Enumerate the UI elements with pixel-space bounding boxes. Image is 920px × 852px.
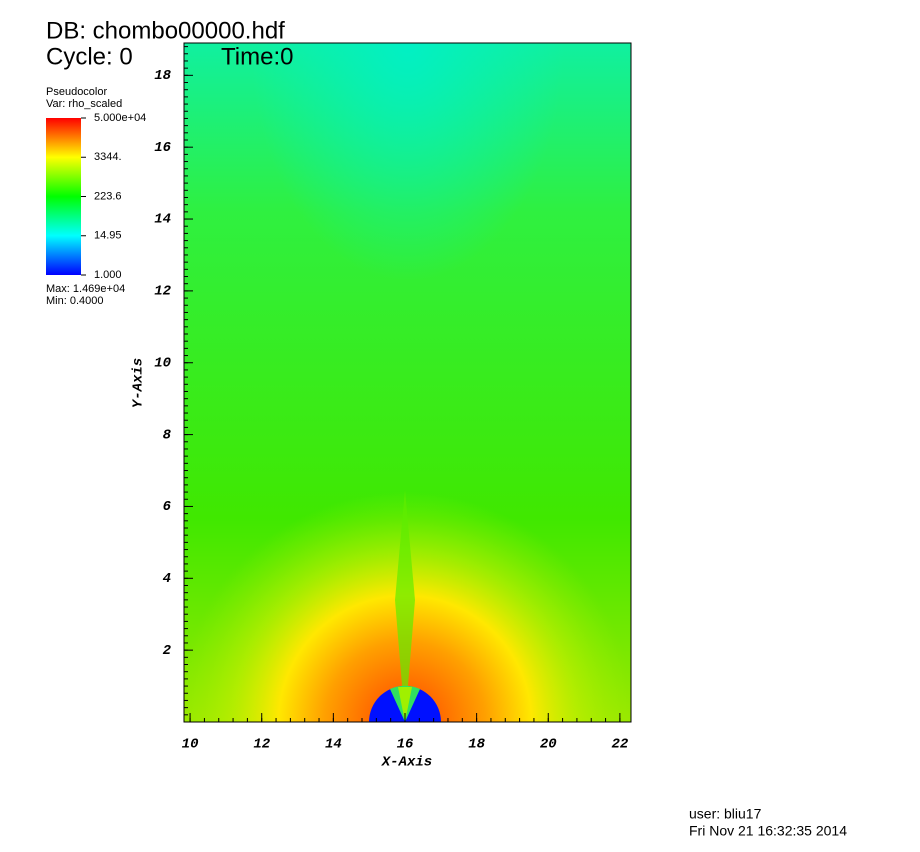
colorbar-tick-label: 14.95	[94, 230, 122, 242]
x-tick-label: 14	[325, 737, 342, 753]
x-tick-label: 20	[540, 737, 557, 753]
colorbar-tick-label: 1.000	[94, 269, 122, 281]
var-label: Var: rho_scaled	[46, 98, 122, 110]
x-tick-label: 12	[253, 737, 270, 753]
y-tick-label: 18	[154, 68, 171, 84]
colorbar-tick-label: 3344.	[94, 151, 122, 163]
max-label: Max: 1.469e+04	[46, 283, 125, 295]
x-tick-label: 22	[611, 737, 628, 753]
x-axis-label: X-Axis	[381, 755, 432, 771]
field	[184, 43, 631, 722]
y-tick-label: 10	[154, 355, 171, 371]
y-tick-label: 6	[163, 499, 172, 515]
date-label: Fri Nov 21 16:32:35 2014	[689, 823, 847, 839]
y-tick-label: 16	[154, 140, 171, 156]
colorbar	[46, 118, 81, 275]
y-axis-label: Y-Axis	[131, 358, 147, 408]
y-tick-label: 14	[154, 212, 171, 228]
cycle-label: Cycle: 0	[46, 43, 133, 70]
plot-frame	[183, 42, 632, 723]
y-tick-label: 8	[163, 427, 172, 443]
min-label: Min: 0.4000	[46, 295, 103, 307]
user-label: user: bliu17	[689, 806, 762, 822]
x-tick-label: 18	[468, 737, 485, 753]
x-tick-label: 10	[182, 737, 199, 753]
time-label: Time:0	[221, 43, 293, 70]
colorbar-tick-label: 223.6	[94, 190, 122, 202]
plot-label: Pseudocolor	[46, 86, 107, 98]
y-tick-label: 12	[154, 284, 171, 300]
y-tick-label: 2	[163, 643, 172, 659]
colorbar-tick-label: 5.000e+04	[94, 112, 146, 124]
x-tick-label: 16	[397, 737, 414, 753]
db-label: DB: chombo00000.hdf	[46, 17, 285, 44]
y-tick-label: 4	[163, 571, 171, 587]
